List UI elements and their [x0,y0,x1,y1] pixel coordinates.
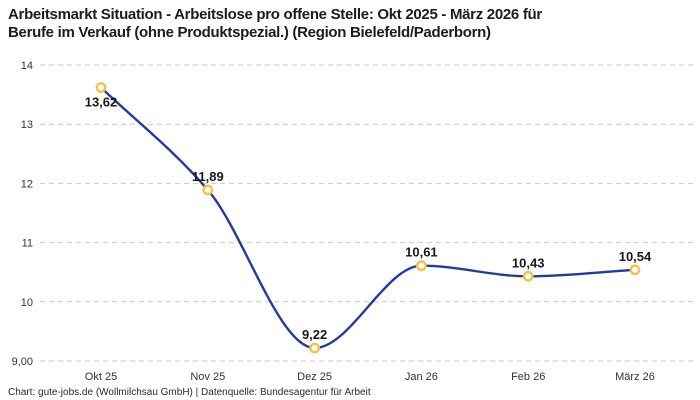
x-tick-label: Dez 25 [297,371,332,383]
x-tick-label: März 26 [615,371,655,383]
y-tick-label: 9,00 [12,356,33,368]
data-point-marker [415,260,427,272]
x-tick-label: Okt 25 [85,371,117,383]
data-point-label: 11,89 [192,169,224,184]
data-point-marker [309,342,320,354]
series-line [99,86,637,350]
chart-title-line1: Arbeitsmarkt Situation - Arbeitslose pro… [8,6,542,23]
y-tick-label: 13 [21,119,33,131]
data-point-label: 10,61 [405,245,438,260]
y-tick-label: 14 [21,60,33,72]
data-point-label: 10,43 [512,255,545,270]
data-point-label: 10,54 [619,249,652,264]
x-tick-label: Feb 26 [511,371,545,383]
y-tick-label: 12 [21,178,33,190]
y-tick-label: 11 [22,238,33,250]
x-tick-label: Jan 26 [405,371,438,383]
y-tick-label: 10 [21,297,33,309]
data-point-marker [629,264,641,276]
x-tick-label: Nov 25 [190,371,225,383]
chart-title: Arbeitsmarkt Situation - Arbeitslose pro… [8,6,542,42]
data-point-label: 9,22 [302,327,327,342]
chart-title-line2: Berufe im Verkauf (ohne Produktspezial.)… [8,24,491,41]
data-point-marker [522,270,534,282]
chart-source-caption: Chart: gute-jobs.de (Wollmilchsau GmbH) … [8,387,371,398]
data-point-label: 13,62 [85,95,118,110]
data-point-marker [202,184,214,196]
data-point-marker [95,82,107,93]
